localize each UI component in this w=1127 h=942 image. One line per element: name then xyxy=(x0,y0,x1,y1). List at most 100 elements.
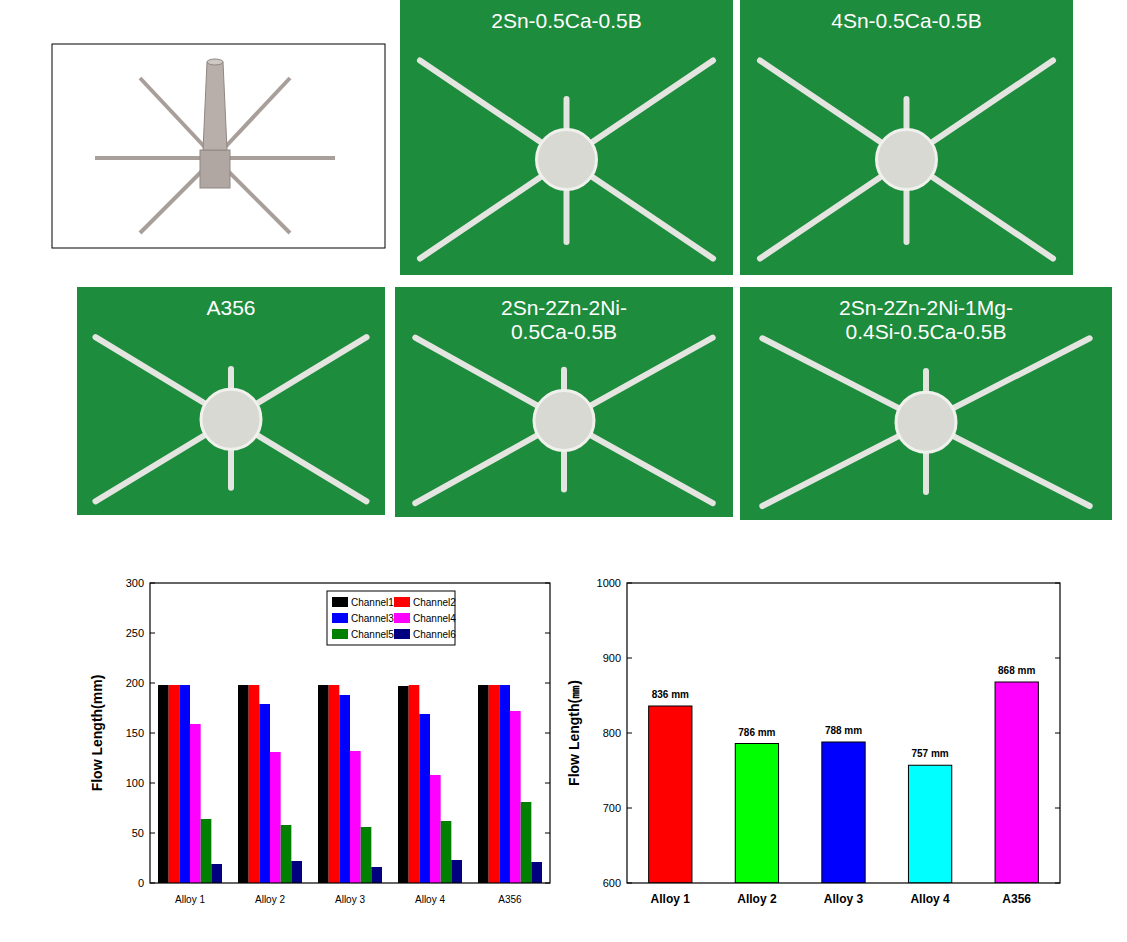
y-tick-label: 250 xyxy=(126,627,144,639)
x-tick-label: Alloy 4 xyxy=(415,894,445,905)
x-tick-label: Alloy 3 xyxy=(824,892,864,906)
bar xyxy=(158,685,169,883)
schematic-sprue xyxy=(203,62,227,150)
bar xyxy=(521,802,532,883)
legend-label: Channel3 xyxy=(351,613,394,624)
casting-center xyxy=(534,390,594,450)
y-tick-right xyxy=(1055,658,1060,659)
photo-label: 2Sn-0.5Ca-0.5B xyxy=(491,9,642,32)
legend-label: Channel6 xyxy=(413,629,456,640)
y-tick-right xyxy=(545,733,550,734)
y-tick-label: 800 xyxy=(603,727,621,739)
y-tick xyxy=(627,808,632,809)
photo-background xyxy=(77,287,385,515)
x-tick-label: Alloy 1 xyxy=(651,892,691,906)
bar xyxy=(649,706,692,883)
legend-swatch xyxy=(394,629,410,639)
schematic-runner xyxy=(215,156,335,160)
bar xyxy=(995,682,1038,883)
y-tick xyxy=(150,683,155,684)
figure: 2Sn-0.5Ca-0.5B 4Sn-0.5Ca-0.5B A356 2Sn-2Zn-… xyxy=(0,0,1127,942)
y-tick xyxy=(150,733,155,734)
data-label: 836 mm xyxy=(652,689,689,700)
data-label: 788 mm xyxy=(825,725,862,736)
y-tick-label: 900 xyxy=(603,652,621,664)
photo-panel: 2Sn-0.5Ca-0.5B xyxy=(400,0,733,275)
bar xyxy=(249,685,260,883)
bar xyxy=(211,864,222,883)
bar xyxy=(169,685,180,883)
y-tick xyxy=(150,833,155,834)
casting-center xyxy=(896,392,956,452)
y-tick-label: 1000 xyxy=(597,577,621,589)
schematic-base xyxy=(200,150,230,188)
y-tick-right xyxy=(1055,733,1060,734)
schematic-frame xyxy=(52,44,385,248)
plot-frame xyxy=(150,583,550,883)
bar xyxy=(281,825,292,883)
y-axis-label: Flow Length(㎜) xyxy=(566,680,582,786)
legend-swatch xyxy=(394,597,410,607)
chart: 6007008009001000Flow Length(㎜)836 mm786 … xyxy=(566,577,1060,906)
schematic-sprue-top xyxy=(207,59,223,65)
y-tick-right xyxy=(545,783,550,784)
x-tick-label: A356 xyxy=(498,894,522,905)
y-tick xyxy=(627,733,632,734)
bar xyxy=(489,685,500,883)
bar xyxy=(441,821,452,883)
legend-label: Channel4 xyxy=(413,613,456,624)
bar xyxy=(179,685,190,883)
y-tick-right xyxy=(545,633,550,634)
bar xyxy=(361,827,372,883)
plot-frame xyxy=(627,583,1060,883)
x-tick-label: Alloy 1 xyxy=(175,894,205,905)
photo-label: 2Sn-2Zn-2Ni- xyxy=(501,296,627,319)
bar xyxy=(822,742,865,883)
bar xyxy=(201,819,212,883)
data-label: 868 mm xyxy=(998,665,1035,676)
bar xyxy=(419,714,430,883)
legend-swatch xyxy=(332,613,348,623)
bar xyxy=(259,704,270,883)
photo-panel: 2Sn-2Zn-2Ni-0.5Ca-0.5B xyxy=(395,287,733,517)
bar xyxy=(531,862,542,883)
x-tick-label: Alloy 4 xyxy=(910,892,950,906)
bar xyxy=(430,775,441,883)
y-tick-label: 50 xyxy=(132,827,144,839)
y-tick-label: 150 xyxy=(126,727,144,739)
bar xyxy=(398,686,409,883)
bar xyxy=(329,685,340,883)
casting-center xyxy=(537,130,597,190)
legend-swatch xyxy=(332,629,348,639)
photo-label: 0.5Ca-0.5B xyxy=(511,320,617,343)
y-tick xyxy=(150,783,155,784)
bar xyxy=(190,724,201,883)
photo-background xyxy=(740,0,1073,275)
bar xyxy=(451,860,462,883)
x-tick-label: Alloy 2 xyxy=(737,892,777,906)
bar xyxy=(478,685,489,883)
legend: Channel1Channel2Channel3Channel4Channel5… xyxy=(327,591,456,645)
legend-swatch xyxy=(332,597,348,607)
bar xyxy=(409,685,420,883)
y-tick xyxy=(627,658,632,659)
y-axis-label: Flow Length(mm) xyxy=(89,675,105,792)
bar xyxy=(371,867,382,883)
bar xyxy=(339,695,350,883)
bar xyxy=(510,711,521,883)
photo-background xyxy=(740,287,1112,520)
bar xyxy=(291,861,302,883)
y-tick-right xyxy=(1055,808,1060,809)
y-tick-label: 100 xyxy=(126,777,144,789)
data-label: 757 mm xyxy=(911,748,948,759)
y-tick-right xyxy=(545,833,550,834)
y-tick-label: 700 xyxy=(603,802,621,814)
bar xyxy=(908,765,951,883)
x-tick-label: Alloy 3 xyxy=(335,894,365,905)
legend-label: Channel1 xyxy=(351,597,394,608)
bar xyxy=(735,744,778,884)
y-tick-label: 0 xyxy=(138,877,144,889)
casting-center xyxy=(201,389,261,449)
bars xyxy=(649,682,1039,883)
photo-panel: 4Sn-0.5Ca-0.5B xyxy=(740,0,1073,275)
